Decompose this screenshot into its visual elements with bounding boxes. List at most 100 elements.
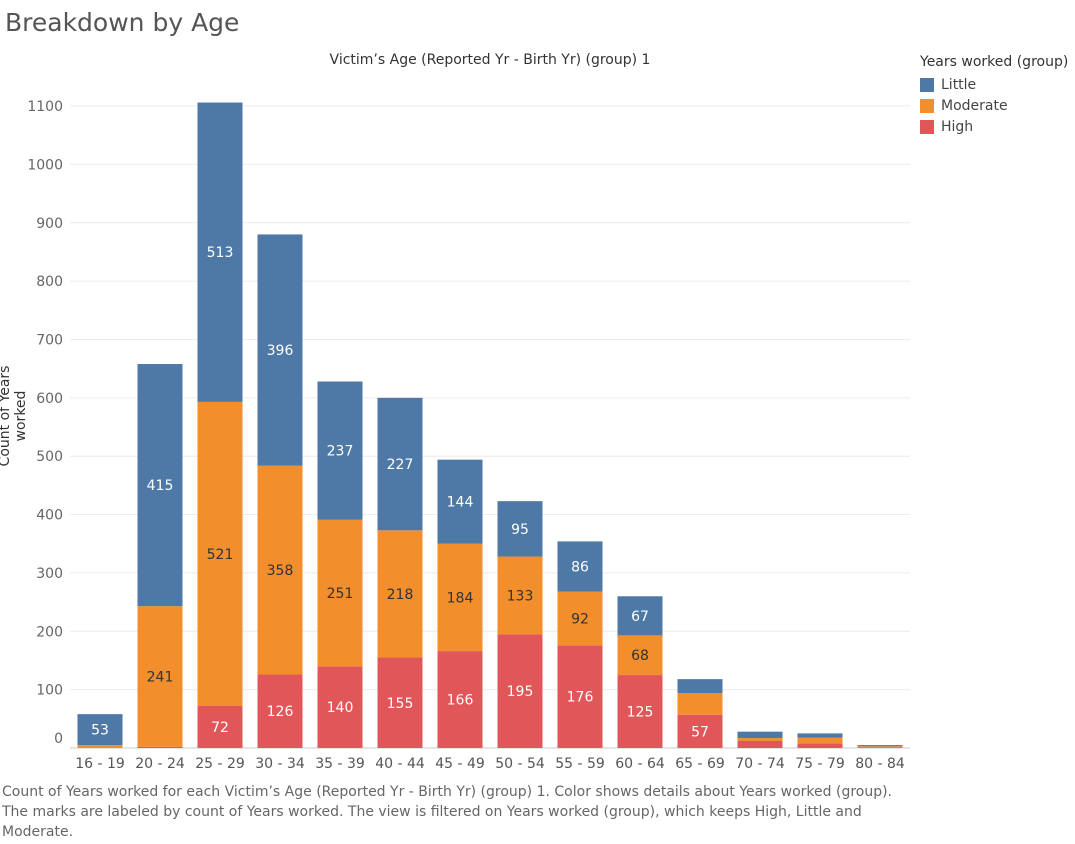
x-tick-label: 30 - 34 (255, 756, 305, 772)
bar-little-65-69 (677, 679, 723, 694)
legend-title: Years worked (group) (920, 54, 1069, 70)
bar-moderate-80-84 (857, 746, 903, 748)
stacked-bar-chart: 0 100 200 300 400 500 600 700 800 900 1000 1100 53 16… (27, 99, 910, 772)
x-tick-label: 70 - 74 (735, 756, 785, 772)
bar-moderate-45-49 (437, 543, 483, 652)
legend-swatch-high (920, 119, 934, 134)
bar-high-40-44 (377, 657, 423, 748)
data-label-high: 176 (567, 690, 594, 706)
bar-little-50-54 (497, 501, 543, 557)
data-label-little: 415 (147, 478, 174, 494)
data-label-little: 86 (571, 560, 589, 576)
bar-moderate-65-69 (677, 693, 723, 715)
bar-little-60-64 (617, 596, 663, 636)
bar-little-70-74 (737, 731, 783, 739)
data-label-high: 155 (387, 696, 414, 712)
bar-moderate-70-74 (737, 738, 783, 741)
x-tick-label: 80 - 84 (855, 756, 905, 772)
data-label-little: 513 (207, 245, 234, 261)
bar-little-75-79 (797, 733, 843, 738)
x-tick-label: 20 - 24 (135, 756, 185, 772)
legend-label-moderate: Moderate (941, 97, 1008, 114)
data-label-little: 144 (447, 495, 474, 511)
y-tick-label: 700 (36, 332, 63, 348)
data-label-high: 57 (691, 724, 709, 740)
data-label-little: 95 (511, 522, 529, 538)
bar-moderate-30-34 (257, 465, 303, 675)
data-label-high: 140 (327, 700, 354, 716)
data-label-high: 195 (507, 684, 534, 700)
bar-high-70-74 (737, 740, 783, 748)
data-label-little: 227 (387, 457, 414, 473)
x-tick-label: 65 - 69 (675, 756, 725, 772)
legend-item-moderate[interactable]: Moderate (920, 95, 1068, 116)
y-tick-label: 1100 (27, 99, 63, 115)
bar-little-16-19 (77, 714, 123, 746)
bar-moderate-20-24 (137, 606, 183, 747)
legend-item-little[interactable]: Little (920, 74, 1068, 95)
legend-item-high[interactable]: High (920, 116, 1068, 137)
bar-high-35-39 (317, 666, 363, 748)
data-label-moderate: 218 (387, 587, 414, 603)
data-label-high: 125 (627, 705, 654, 721)
bar-high-45-49 (437, 651, 483, 748)
y-tick-label: 0 (54, 731, 63, 747)
x-tick-label: 45 - 49 (435, 756, 485, 772)
page-title: Breakdown by Age (5, 8, 240, 37)
chart-caption: Count of Years worked for each Victim’s … (2, 784, 893, 840)
chart-title: Victim’s Age (Reported Yr - Birth Yr) (g… (329, 52, 651, 68)
bar-moderate-75-79 (797, 737, 843, 744)
bar-little-40-44 (377, 397, 423, 531)
data-label-high: 72 (211, 720, 229, 736)
bar-high-20-24 (137, 746, 183, 748)
legend-label-little: Little (941, 76, 977, 93)
bar-moderate-55-59 (557, 591, 603, 646)
y-tick-label: 800 (36, 274, 63, 290)
bar-little-45-49 (437, 459, 483, 544)
y-tick-label: 100 (36, 683, 63, 699)
y-tick-label: 300 (36, 566, 63, 582)
data-label-moderate: 68 (631, 648, 649, 664)
y-tick-label: 200 (36, 624, 63, 640)
x-tick-label: 40 - 44 (375, 756, 425, 772)
bar-moderate-60-64 (617, 635, 663, 676)
data-label-little: 396 (267, 343, 294, 359)
data-label-moderate: 521 (207, 547, 234, 563)
y-tick-label: 900 (36, 216, 63, 232)
data-label-high: 166 (447, 693, 474, 709)
bar-moderate-50-54 (497, 556, 543, 635)
bar-high-55-59 (557, 645, 603, 748)
x-tick-label: 50 - 54 (495, 756, 545, 772)
x-tick-label: 75 - 79 (795, 756, 845, 772)
data-label-little: 53 (91, 723, 109, 739)
y-tick-label: 400 (36, 508, 63, 524)
y-tick-label: 600 (36, 391, 63, 407)
bar-high-60-64 (617, 675, 663, 748)
data-label-little: 237 (327, 444, 354, 460)
bar-high-75-79 (797, 743, 843, 748)
data-label-moderate: 241 (147, 670, 174, 686)
bar-high-30-34 (257, 674, 303, 748)
bar-little-35-39 (317, 381, 363, 520)
bar-high-65-69 (677, 714, 723, 748)
x-tick-label: 60 - 64 (615, 756, 665, 772)
bar-moderate-25-29 (197, 401, 243, 706)
data-label-moderate: 92 (571, 611, 589, 627)
bar-high-50-54 (497, 634, 543, 748)
data-label-little: 67 (631, 609, 649, 625)
data-label-moderate: 184 (447, 590, 474, 606)
y-tick-label: 1000 (27, 157, 63, 173)
bar-moderate-35-39 (317, 519, 363, 667)
bar-little-55-59 (557, 541, 603, 592)
bar-little-25-29 (197, 102, 243, 402)
bar-moderate-16-19 (77, 745, 123, 748)
x-tick-label: 16 - 19 (75, 756, 125, 772)
bar-little-30-34 (257, 234, 303, 466)
legend-label-high: High (941, 118, 974, 135)
legend-swatch-little (920, 77, 934, 92)
x-tick-label: 55 - 59 (555, 756, 605, 772)
legend: Years worked (group) Little Moderate Hig… (920, 54, 1068, 137)
data-label-high: 126 (267, 704, 294, 720)
data-label-moderate: 358 (267, 563, 294, 579)
y-tick-label: 500 (36, 449, 63, 465)
